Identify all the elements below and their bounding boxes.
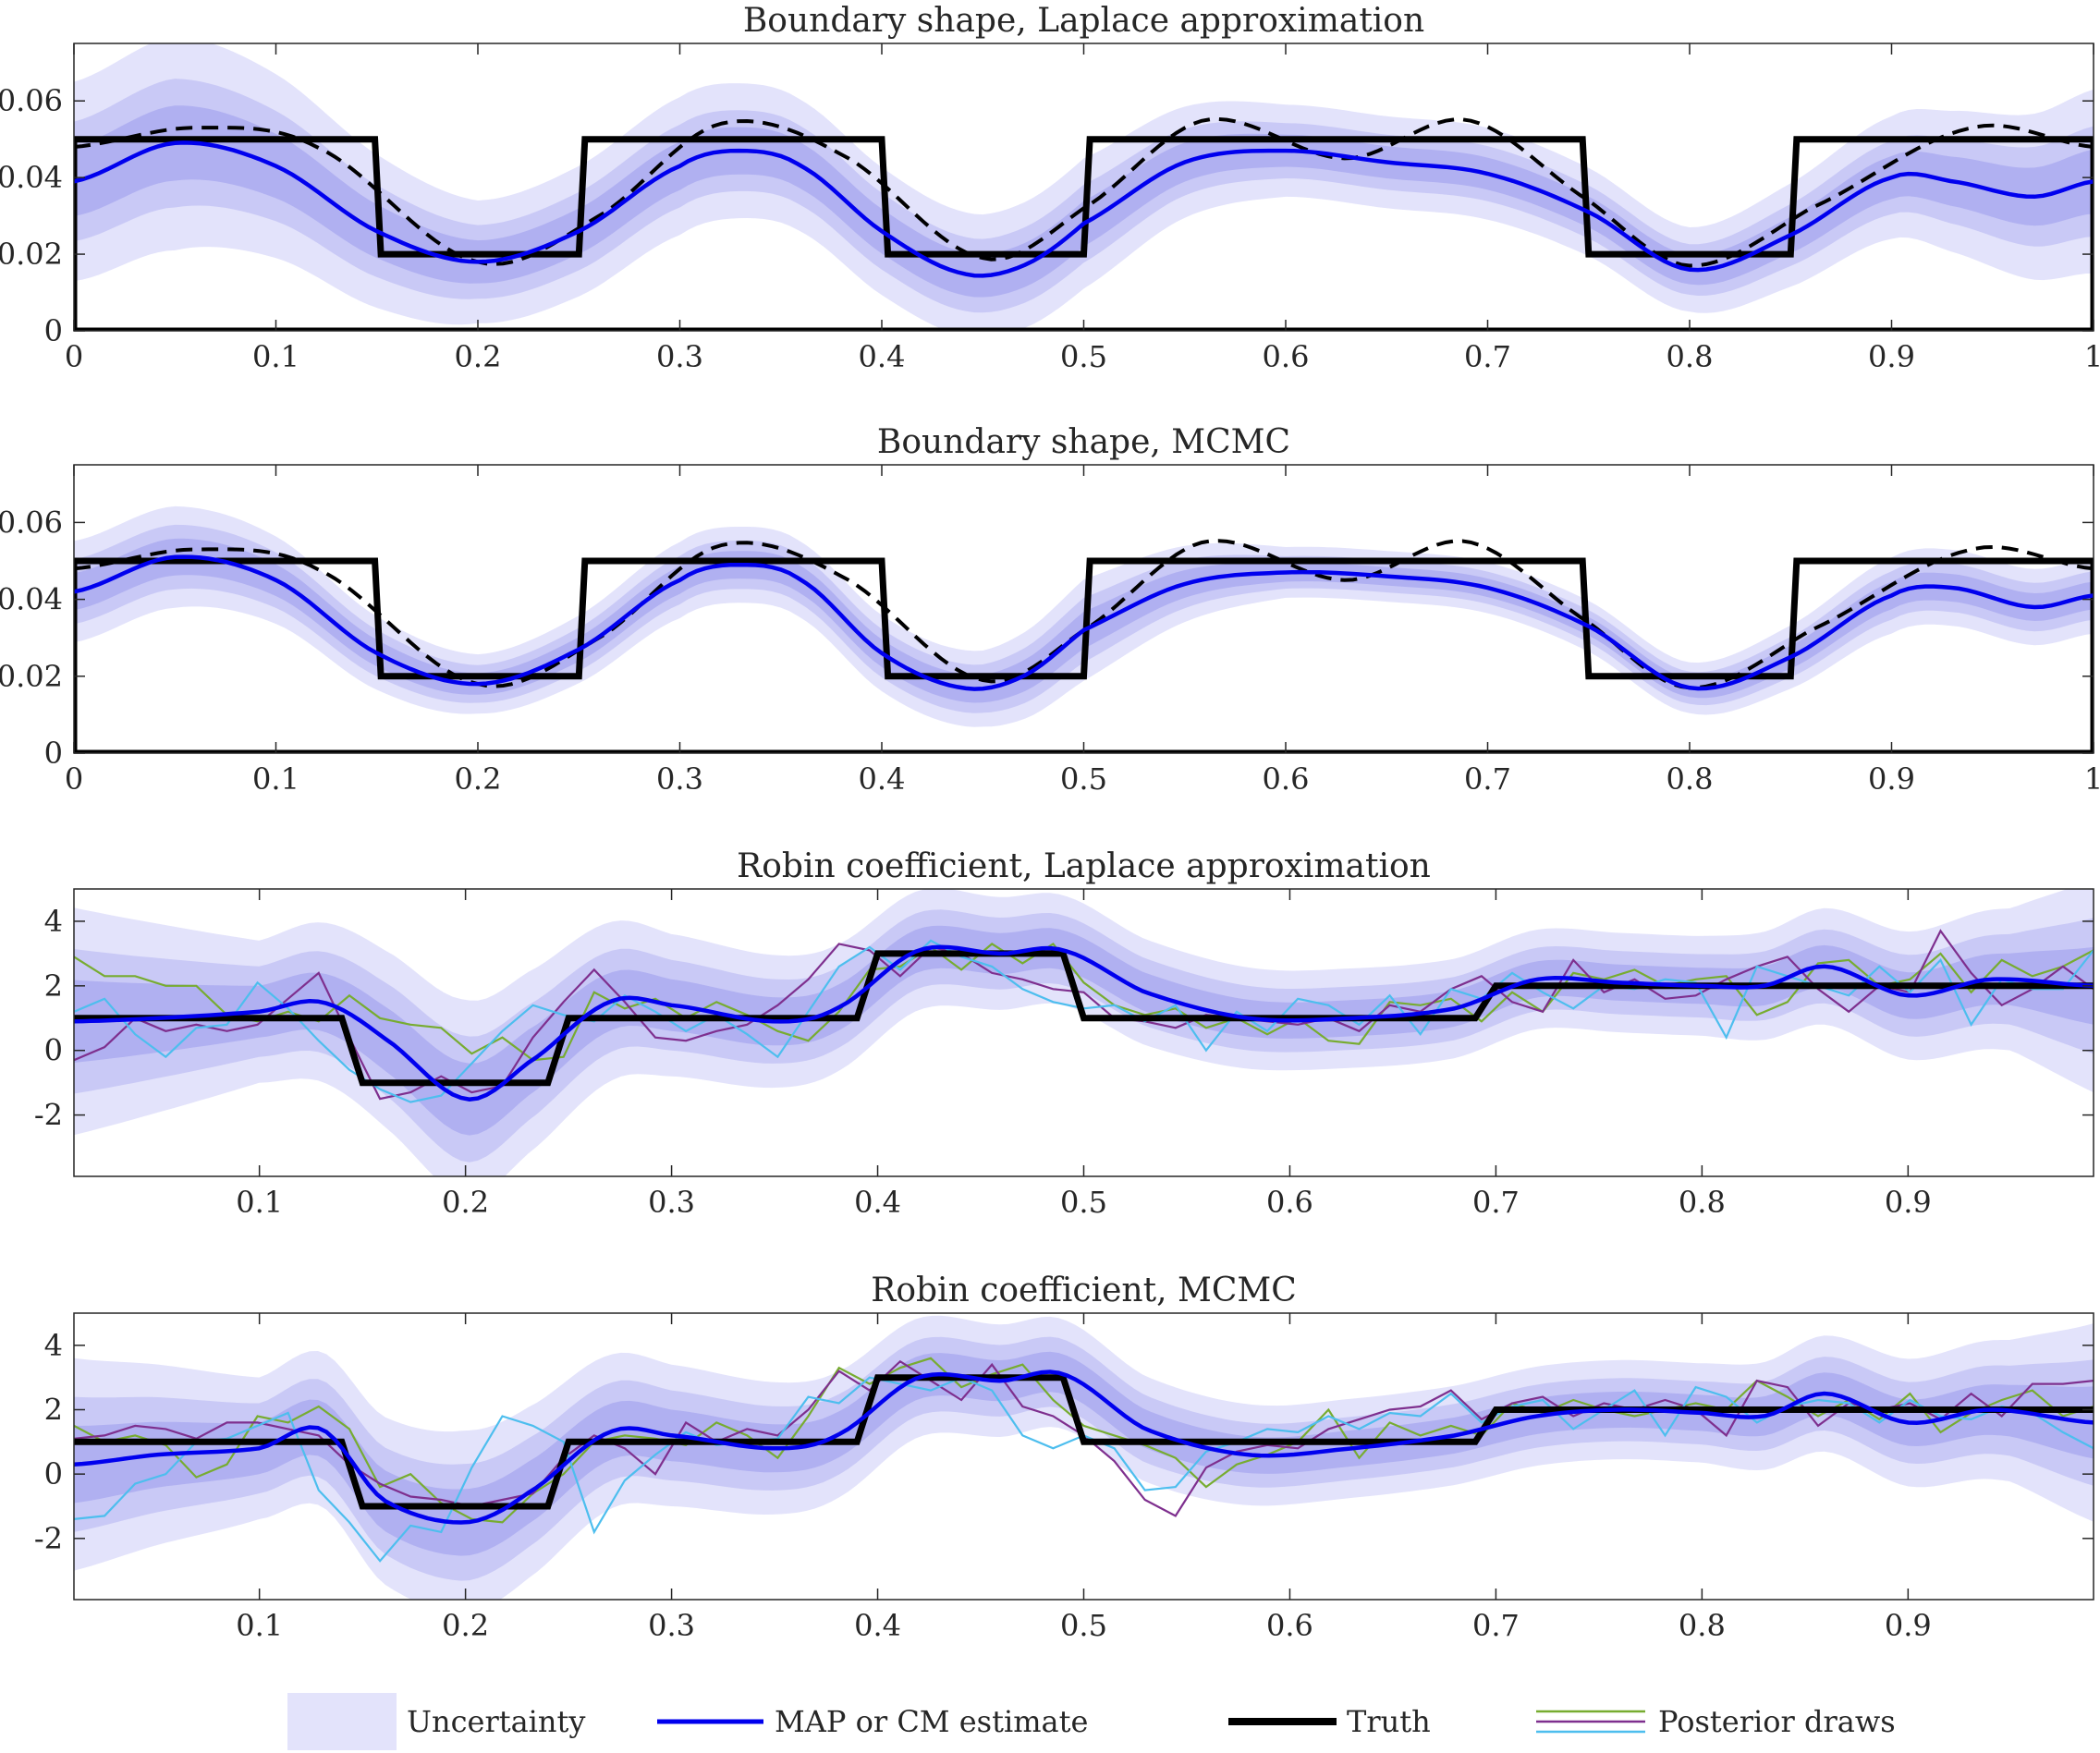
estimate-line xyxy=(74,1370,2094,1525)
chart-panel-2: 0 0.1 0.2 0.3 0.4 0.5 0.6 0.7 0.8 0.9 1 0 0.02 0.04 0.… xyxy=(0,423,2100,797)
x-tick-label: 0.6 xyxy=(1266,1185,1313,1220)
y-tick-label: 0.04 xyxy=(0,582,63,617)
y-tick-label: 4 xyxy=(44,904,63,939)
truth-line xyxy=(74,557,2094,753)
x-tick-label: 0.2 xyxy=(442,1185,489,1220)
chart-panel-4: 0.1 0.2 0.3 0.4 0.5 0.6 0.7 0.8 0.9 -2 0 2 4 Robin co… xyxy=(34,1272,2094,1643)
x-tick-label: 0.3 xyxy=(656,339,703,374)
x-tick-label: 0.2 xyxy=(455,761,502,797)
chart-title: Robin coefficient, Laplace approximation xyxy=(737,847,1431,885)
posterior-draw-1 xyxy=(74,942,2094,1062)
x-tick-label: 0.9 xyxy=(1868,339,1915,374)
x-tick-label: 0.2 xyxy=(442,1608,489,1643)
truth-line xyxy=(74,136,2094,331)
x-tick-label: 0.5 xyxy=(1060,339,1107,374)
y-tick-label: 0.04 xyxy=(0,160,63,195)
y-tick-label: 0 xyxy=(44,1456,63,1491)
y-tick-label: 2 xyxy=(44,1392,63,1427)
plot-area xyxy=(74,1315,2094,1600)
plot-area xyxy=(74,43,2094,331)
legend-uncertainty-label: Uncertainty xyxy=(407,1704,585,1739)
x-tick-label: 0.6 xyxy=(1263,339,1310,374)
truth-line xyxy=(74,1374,2094,1510)
y-tick-label: -2 xyxy=(34,1521,63,1556)
x-tick-label: 0.3 xyxy=(656,761,703,797)
x-tick-label: 0.4 xyxy=(859,761,906,797)
x-tick-label: 0.2 xyxy=(455,339,502,374)
uncertainty-band-inner xyxy=(74,1351,2094,1556)
chart-panel-3: 0.1 0.2 0.3 0.4 0.5 0.6 0.7 0.8 0.9 -2 0 2 4 Robin co… xyxy=(34,847,2094,1220)
estimate-line xyxy=(74,944,2094,1102)
y-tick-label: 0.06 xyxy=(0,83,63,118)
x-tick-label: 0.1 xyxy=(252,761,299,797)
x-tick-label: 0.1 xyxy=(252,339,299,374)
legend-uncertainty-swatch xyxy=(287,1693,397,1750)
x-tick-label: 0.4 xyxy=(859,339,906,374)
x-tick-label: 0.7 xyxy=(1464,761,1511,797)
plot-area xyxy=(74,505,2094,753)
x-tick-label: 0.5 xyxy=(1060,1608,1107,1643)
x-tick-label: 0.8 xyxy=(1667,761,1714,797)
x-tick-label: 0.9 xyxy=(1885,1185,1932,1220)
legend-draws-label: Posterior draws xyxy=(1658,1704,1896,1739)
x-tick-label: 0.9 xyxy=(1868,761,1915,797)
x-tick-label: 0.6 xyxy=(1263,761,1310,797)
panels: 0 0.1 0.2 0.3 0.4 0.5 0.6 0.7 0.8 0.9 1 0 0.02 0.04 0.… xyxy=(0,2,2100,1643)
x-tick-label: 0.7 xyxy=(1472,1185,1520,1220)
x-tick-label: 0.4 xyxy=(854,1608,901,1643)
y-tick-label: -2 xyxy=(34,1098,63,1133)
y-tick-label: 0 xyxy=(44,736,63,771)
y-tick-label: 4 xyxy=(44,1328,63,1363)
x-tick-label: 0.8 xyxy=(1679,1608,1726,1643)
x-tick-label: 0 xyxy=(65,339,83,374)
x-tick-label: 0.9 xyxy=(1885,1608,1932,1643)
y-tick-label: 2 xyxy=(44,968,63,1004)
estimate-line xyxy=(74,140,2094,278)
x-tick-label: 0.5 xyxy=(1060,1185,1107,1220)
x-tick-label: 0.3 xyxy=(648,1608,695,1643)
x-tick-label: 0.7 xyxy=(1472,1608,1520,1643)
chart-title: Robin coefficient, MCMC xyxy=(871,1272,1297,1309)
x-tick-label: 0.8 xyxy=(1667,339,1714,374)
y-tick-label: 0 xyxy=(44,313,63,348)
chart-title: Boundary shape, Laplace approximation xyxy=(743,2,1424,40)
y-tick-label: 0 xyxy=(44,1033,63,1068)
y-tick-label: 0.02 xyxy=(0,237,63,272)
legend: Uncertainty MAP or CM estimate Truth Pos… xyxy=(287,1693,1896,1750)
x-tick-label: 0.4 xyxy=(854,1185,901,1220)
x-tick-label: 1 xyxy=(2084,339,2100,374)
x-tick-label: 0 xyxy=(65,761,83,797)
y-tick-label: 0.02 xyxy=(0,659,63,694)
x-tick-label: 0.7 xyxy=(1464,339,1511,374)
x-tick-label: 0.1 xyxy=(236,1608,283,1643)
x-tick-label: 0.5 xyxy=(1060,761,1107,797)
plot-area xyxy=(74,889,2094,1176)
dashed-reference-curve xyxy=(74,539,2094,690)
chart-panel-1: 0 0.1 0.2 0.3 0.4 0.5 0.6 0.7 0.8 0.9 1 0 0.02 0.04 0.… xyxy=(0,2,2100,374)
chart-title: Boundary shape, MCMC xyxy=(877,423,1290,461)
legend-estimate-label: MAP or CM estimate xyxy=(775,1704,1088,1739)
estimate-line xyxy=(74,554,2094,691)
x-tick-label: 0.6 xyxy=(1266,1608,1313,1643)
x-tick-label: 0.1 xyxy=(236,1185,283,1220)
x-tick-label: 1 xyxy=(2084,761,2100,797)
x-tick-label: 0.3 xyxy=(648,1185,695,1220)
legend-truth-label: Truth xyxy=(1347,1704,1431,1739)
x-tick-label: 0.8 xyxy=(1679,1185,1726,1220)
y-tick-label: 0.06 xyxy=(0,505,63,540)
